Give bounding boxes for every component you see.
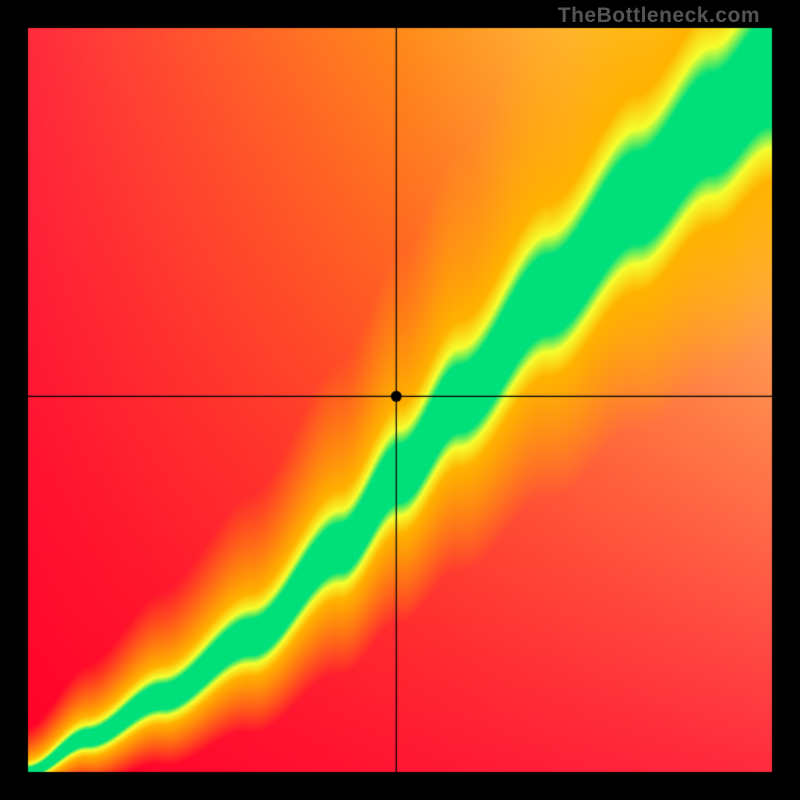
attribution-label: TheBottleneck.com [558, 4, 760, 28]
bottleneck-heatmap [0, 0, 800, 800]
